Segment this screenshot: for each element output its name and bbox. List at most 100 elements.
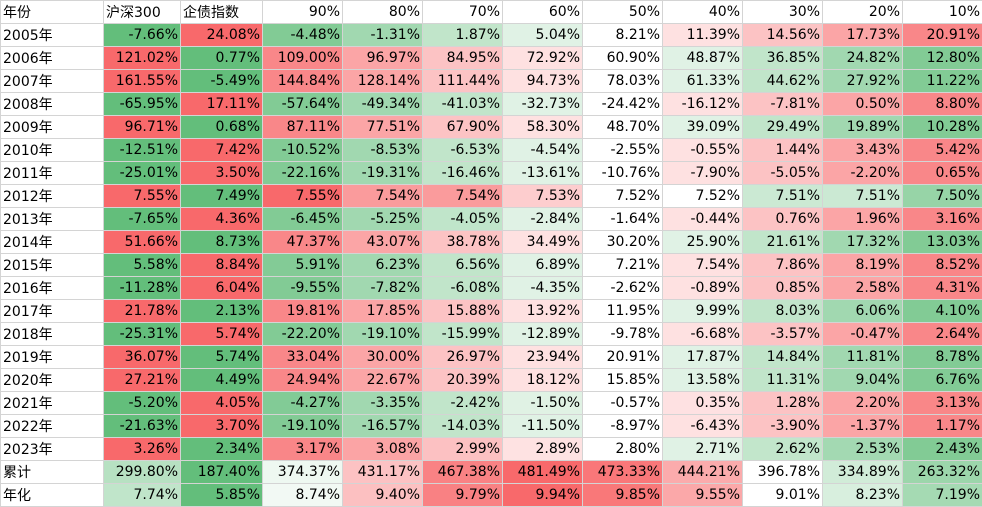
value-cell: 2.53%	[822, 437, 903, 461]
value-cell: 11.95%	[582, 299, 663, 323]
value-cell: 19.81%	[262, 299, 343, 323]
value-cell: 6.76%	[902, 368, 982, 392]
value-cell: -19.31%	[342, 161, 423, 185]
row-label: 2018年	[0, 322, 104, 346]
row-label: 2020年	[0, 368, 104, 392]
value-cell: -22.20%	[262, 322, 343, 346]
value-cell: -24.42%	[582, 92, 663, 116]
value-cell: 22.67%	[342, 368, 423, 392]
row-label: 累计	[0, 460, 104, 484]
row-label: 2006年	[0, 46, 104, 70]
row-label: 2017年	[0, 299, 104, 323]
value-cell: 17.11%	[180, 92, 263, 116]
row-label: 2011年	[0, 161, 104, 185]
value-cell: 77.51%	[342, 115, 423, 139]
value-cell: -65.95%	[103, 92, 181, 116]
data-row: 2008年 -65.95% 17.11% -57.64% -49.34% -41.03% -…	[0, 92, 982, 116]
value-cell: 7.50%	[902, 184, 982, 208]
value-cell: 5.42%	[902, 138, 982, 162]
value-cell: 19.89%	[822, 115, 903, 139]
value-cell: 72.92%	[502, 46, 583, 70]
value-cell: -2.20%	[822, 161, 903, 185]
value-cell: -4.27%	[262, 391, 343, 415]
header-cell: 沪深300	[103, 0, 181, 24]
value-cell: 78.03%	[582, 69, 663, 93]
header-cell: 企债指数	[180, 0, 263, 24]
value-cell: -10.76%	[582, 161, 663, 185]
header-cell: 80%	[342, 0, 423, 24]
value-cell: 473.33%	[582, 460, 663, 484]
value-cell: 8.21%	[582, 23, 663, 47]
value-cell: 17.87%	[662, 345, 743, 369]
value-cell: -10.52%	[262, 138, 343, 162]
value-cell: -16.46%	[422, 161, 503, 185]
value-cell: 1.87%	[422, 23, 503, 47]
value-cell: 7.86%	[742, 253, 823, 277]
value-cell: 3.50%	[180, 161, 263, 185]
value-cell: -11.28%	[103, 276, 181, 300]
data-row: 2021年 -5.20% 4.05% -4.27% -3.35% -2.42% -1.50%…	[0, 391, 982, 415]
value-cell: -2.84%	[502, 207, 583, 231]
value-cell: -4.54%	[502, 138, 583, 162]
value-cell: -9.78%	[582, 322, 663, 346]
value-cell: 18.12%	[502, 368, 583, 392]
value-cell: 7.74%	[103, 483, 181, 507]
value-cell: 109.00%	[262, 46, 343, 70]
value-cell: -5.49%	[180, 69, 263, 93]
data-row: 2014年 51.66% 8.73% 47.37% 43.07% 38.78% 34.49%…	[0, 230, 982, 254]
value-cell: 467.38%	[422, 460, 503, 484]
value-cell: 20.91%	[902, 23, 982, 47]
row-label: 2022年	[0, 414, 104, 438]
value-cell: 58.30%	[502, 115, 583, 139]
value-cell: 36.07%	[103, 345, 181, 369]
value-cell: -11.50%	[502, 414, 583, 438]
row-label: 2015年	[0, 253, 104, 277]
value-cell: 121.02%	[103, 46, 181, 70]
value-cell: 60.90%	[582, 46, 663, 70]
value-cell: 51.66%	[103, 230, 181, 254]
value-cell: -5.20%	[103, 391, 181, 415]
value-cell: 4.10%	[902, 299, 982, 323]
value-cell: -0.57%	[582, 391, 663, 415]
value-cell: -3.57%	[742, 322, 823, 346]
value-cell: 87.11%	[262, 115, 343, 139]
value-cell: 144.84%	[262, 69, 343, 93]
data-row: 2017年 21.78% 2.13% 19.81% 17.85% 15.88% 13.92%…	[0, 299, 982, 323]
value-cell: 7.21%	[582, 253, 663, 277]
value-cell: -9.55%	[262, 276, 343, 300]
row-label: 2008年	[0, 92, 104, 116]
value-cell: 6.06%	[822, 299, 903, 323]
value-cell: 2.99%	[422, 437, 503, 461]
value-cell: -25.31%	[103, 322, 181, 346]
value-cell: 96.97%	[342, 46, 423, 70]
value-cell: -7.90%	[662, 161, 743, 185]
value-cell: 11.39%	[662, 23, 743, 47]
value-cell: 7.42%	[180, 138, 263, 162]
value-cell: 48.87%	[662, 46, 743, 70]
value-cell: -22.16%	[262, 161, 343, 185]
value-cell: -1.50%	[502, 391, 583, 415]
value-cell: -57.64%	[262, 92, 343, 116]
value-cell: -6.08%	[422, 276, 503, 300]
value-cell: -21.63%	[103, 414, 181, 438]
value-cell: 0.50%	[822, 92, 903, 116]
value-cell: 11.22%	[902, 69, 982, 93]
value-cell: 7.55%	[262, 184, 343, 208]
value-cell: 96.71%	[103, 115, 181, 139]
row-label: 2023年	[0, 437, 104, 461]
value-cell: 4.31%	[902, 276, 982, 300]
value-cell: 15.88%	[422, 299, 503, 323]
value-cell: 0.35%	[662, 391, 743, 415]
value-cell: 48.70%	[582, 115, 663, 139]
value-cell: 4.05%	[180, 391, 263, 415]
value-cell: 12.80%	[902, 46, 982, 70]
value-cell: 8.84%	[180, 253, 263, 277]
value-cell: 38.78%	[422, 230, 503, 254]
value-cell: 7.52%	[582, 184, 663, 208]
value-cell: 24.94%	[262, 368, 343, 392]
value-cell: 3.08%	[342, 437, 423, 461]
value-cell: 7.52%	[662, 184, 743, 208]
header-cell: 30%	[742, 0, 823, 24]
header-cell: 70%	[422, 0, 503, 24]
value-cell: 1.17%	[902, 414, 982, 438]
